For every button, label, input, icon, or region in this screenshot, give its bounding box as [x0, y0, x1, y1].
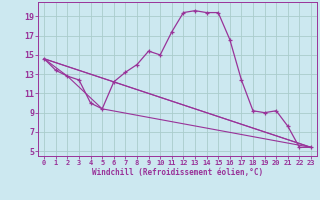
X-axis label: Windchill (Refroidissement éolien,°C): Windchill (Refroidissement éolien,°C) — [92, 168, 263, 177]
